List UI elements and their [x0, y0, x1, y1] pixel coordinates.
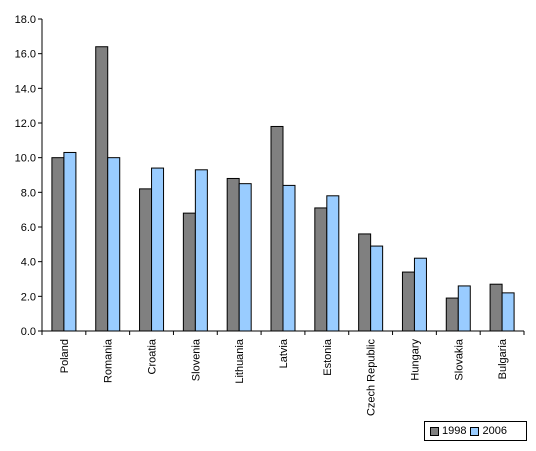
legend-label-1998: 1998: [442, 425, 467, 437]
bar-2006-bulgaria: [501, 292, 515, 332]
bar-2006-latvia: [282, 184, 296, 332]
bar-1998-latvia: [270, 125, 284, 332]
y-tick-label: 12.0: [15, 118, 36, 130]
bar-2006-hungary: [413, 257, 427, 332]
y-tick-label: 0.0: [21, 326, 36, 338]
legend-swatch-2006: [470, 426, 480, 436]
bar-2006-lithuania: [238, 183, 252, 332]
bar-1998-croatia: [139, 188, 153, 332]
bar-2006-slovenia: [194, 169, 208, 332]
bars: [51, 46, 515, 332]
bar-1998-estonia: [314, 207, 328, 332]
legend-item-1998: 1998: [430, 425, 466, 437]
y-tick-label: 4.0: [21, 257, 36, 269]
x-tick-label: Bulgaria: [497, 338, 509, 379]
bar-1998-lithuania: [226, 177, 240, 332]
x-tick-label: Slovakia: [453, 338, 465, 380]
bar-1998-hungary: [401, 271, 415, 332]
x-tick-label: Romania: [103, 338, 115, 383]
x-tick-label: Lithuania: [234, 338, 246, 384]
y-tick-label: 6.0: [21, 222, 36, 234]
x-tick-label: Czech Republic: [366, 339, 378, 417]
bar-1998-poland: [51, 157, 65, 332]
legend-label-2006: 2006: [482, 425, 507, 437]
x-tick-label: Poland: [59, 339, 71, 373]
bar-2006-estonia: [326, 195, 340, 332]
bar-1998-bulgaria: [489, 283, 503, 332]
legend-item-2006: 2006: [470, 425, 507, 437]
bar-1998-slovenia: [182, 212, 196, 332]
y-tick-label: 8.0: [21, 187, 36, 199]
bar-1998-romania: [95, 46, 109, 332]
legend: 1998 2006: [424, 421, 527, 441]
x-tick-label: Croatia: [147, 338, 159, 374]
x-tick-label: Estonia: [322, 338, 334, 376]
bar-2006-romania: [107, 157, 121, 332]
x-tick-label: Hungary: [409, 339, 421, 381]
x-tick-label: Slovenia: [190, 338, 202, 381]
y-tick-label: 10.0: [15, 153, 36, 165]
bar-2006-poland: [63, 151, 77, 332]
legend-swatch-1998: [430, 426, 439, 436]
x-tick-label: Latvia: [278, 338, 290, 368]
y-tick-label: 14.0: [15, 83, 36, 95]
bar-2006-czech-republic: [370, 245, 384, 332]
y-axis: 0.0 2.0 4.0 6.0 8.0 10.0 12.0 14.0 16.0 18.0: [15, 14, 43, 338]
y-tick-label: 18.0: [15, 14, 36, 26]
x-axis: Poland Romania Croatia Slovenia Lithuania Lat…: [41, 330, 525, 417]
bar-1998-czech-republic: [358, 233, 372, 332]
y-tick-label: 2.0: [21, 291, 36, 303]
bar-2006-slovakia: [457, 285, 471, 332]
bar-2006-croatia: [151, 167, 165, 332]
bar-1998-slovakia: [445, 297, 459, 332]
y-tick-label: 16.0: [15, 49, 36, 61]
